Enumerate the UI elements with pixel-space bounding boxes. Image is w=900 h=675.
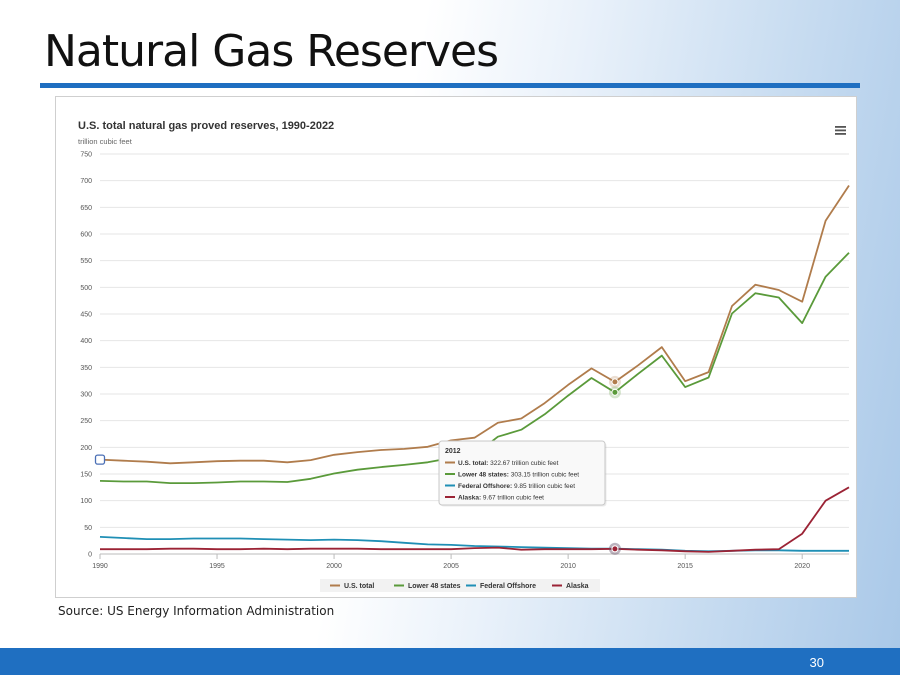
y-tick-label: 300 (80, 392, 92, 399)
hamburger-menu-icon[interactable] (835, 126, 846, 135)
y-tick-label: 650 (80, 205, 92, 212)
tooltip-row-label: Federal Offshore: (458, 483, 512, 490)
series-line-u-s-total[interactable] (99, 185, 850, 465)
tooltip-row-label: Lower 48 states: (458, 472, 509, 479)
x-tick-label: 1995 (209, 563, 225, 570)
y-tick-label: 500 (80, 285, 92, 292)
data-point[interactable] (611, 378, 619, 386)
tooltip-year: 2012 (445, 448, 461, 455)
y-tick-label: 400 (80, 338, 92, 345)
x-tick-label: 2005 (443, 563, 459, 570)
tooltip-row: Alaska: 9.67 trillion cubic feet (458, 495, 544, 502)
data-point[interactable] (611, 545, 619, 553)
y-tick-label: 600 (80, 232, 92, 239)
line-chart: U.S. total natural gas proved reserves, … (78, 120, 850, 592)
y-tick-label: 550 (80, 258, 92, 265)
tooltip-row: U.S. total: 322.67 trillion cubic feet (458, 460, 559, 467)
y-axis-unit-label: trillion cubic feet (78, 137, 133, 146)
y-tick-label: 350 (80, 365, 92, 372)
x-tick-label: 2020 (794, 563, 810, 570)
tooltip-row-value: 322.67 trillion cubic feet (488, 460, 558, 467)
y-tick-label: 100 (80, 498, 92, 505)
tooltip-box (438, 440, 606, 506)
tooltip-row: Federal Offshore: 9.85 trillion cubic fe… (458, 483, 575, 490)
y-tick-label: 750 (80, 152, 92, 159)
legend-item-label: Lower 48 states (408, 583, 461, 590)
tooltip-row: Lower 48 states: 303.15 trillion cubic f… (458, 472, 579, 479)
y-tick-label: 150 (80, 472, 92, 479)
chart-title: U.S. total natural gas proved reserves, … (78, 120, 334, 132)
source-note: Source: US Energy Information Administra… (58, 604, 335, 618)
x-tick-label: 2010 (560, 563, 576, 570)
y-tick-label: 450 (80, 312, 92, 319)
tooltip-row-label: U.S. total: (458, 460, 488, 467)
y-tick-label: 0 (88, 552, 92, 559)
legend-item-label: U.S. total (344, 583, 374, 590)
title-underline (40, 83, 860, 88)
legend-item-label: Federal Offshore (480, 583, 536, 590)
data-point[interactable] (611, 388, 619, 396)
legend-item-label: Alaska (566, 583, 589, 590)
chart-frame: U.S. total natural gas proved reserves, … (55, 96, 857, 598)
tooltip-row-value: 9.85 trillion cubic feet (512, 483, 575, 490)
x-tick-label: 1990 (92, 563, 108, 570)
series-line-alaska[interactable] (100, 486, 850, 553)
range-handle[interactable] (94, 454, 106, 465)
y-tick-label: 700 (80, 178, 92, 185)
legend-background (320, 579, 600, 592)
y-tick-label: 250 (80, 418, 92, 425)
footer-bar: 30 (0, 648, 900, 675)
x-tick-label: 2015 (677, 563, 693, 570)
tooltip-row-label: Alaska: (458, 495, 481, 502)
y-tick-label: 50 (84, 525, 92, 532)
slide-title: Natural Gas Reserves (44, 26, 499, 77)
x-tick-label: 2000 (326, 563, 342, 570)
y-tick-label: 200 (80, 445, 92, 452)
page-number: 30 (809, 655, 824, 670)
tooltip-row-value: 9.67 trillion cubic feet (481, 495, 544, 502)
tooltip-row-value: 303.15 trillion cubic feet (509, 472, 579, 479)
